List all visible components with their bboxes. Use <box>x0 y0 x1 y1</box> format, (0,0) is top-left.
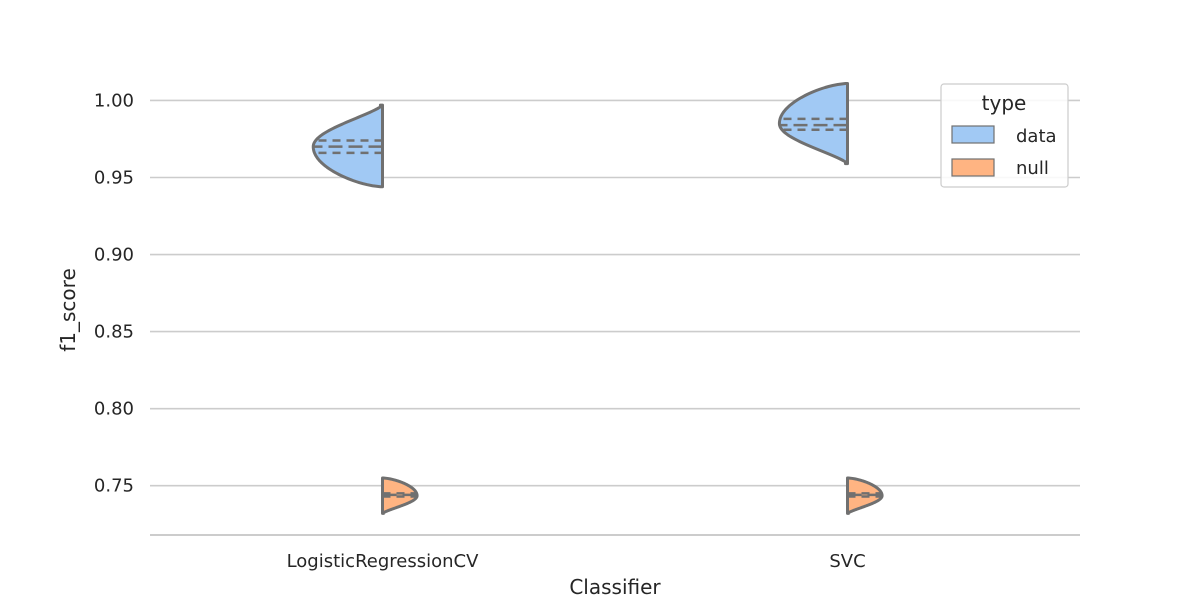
legend-swatch-data <box>951 125 995 144</box>
legend-title: type <box>982 91 1027 115</box>
legend: type data null <box>940 83 1069 188</box>
gridlines <box>150 99 1080 487</box>
x-axis-label: Classifier <box>569 575 661 599</box>
y-tick-label: 1.00 <box>94 90 134 111</box>
legend-label-data: data <box>1016 126 1057 147</box>
x-tick-label: LogisticRegressionCV <box>287 551 480 572</box>
violins <box>311 81 884 515</box>
y-tick-label: 0.75 <box>94 476 134 497</box>
y-tick-label: 0.90 <box>94 245 134 266</box>
violin-data-LogisticRegressionCV <box>311 103 384 189</box>
legend-swatch-null <box>951 158 995 177</box>
y-tick-label: 0.95 <box>94 167 134 188</box>
legend-label-null: null <box>1016 158 1049 179</box>
y-tick-label: 0.85 <box>94 322 134 343</box>
x-tick-labels: LogisticRegressionCV SVC <box>287 551 866 572</box>
y-tick-labels: 0.75 0.80 0.85 0.90 0.95 1.00 <box>94 90 134 496</box>
violin-data-SVC <box>777 81 849 166</box>
x-tick-label: SVC <box>829 551 865 572</box>
y-axis-label: f1_score <box>56 268 80 352</box>
y-tick-label: 0.80 <box>94 399 134 420</box>
